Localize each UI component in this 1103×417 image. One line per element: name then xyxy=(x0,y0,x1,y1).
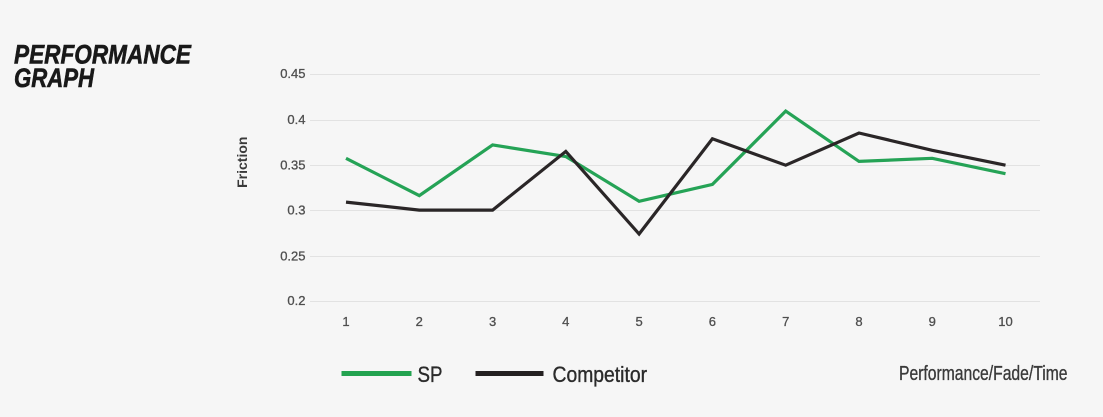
svg-text:0.35: 0.35 xyxy=(280,157,305,172)
svg-text:2: 2 xyxy=(416,314,423,329)
svg-text:Friction: Friction xyxy=(234,137,250,188)
svg-text:Competitor: Competitor xyxy=(553,362,648,387)
svg-text:9: 9 xyxy=(929,314,936,329)
svg-text:SP: SP xyxy=(418,362,443,387)
svg-text:0.25: 0.25 xyxy=(280,248,305,263)
svg-text:8: 8 xyxy=(855,314,862,329)
svg-text:0.4: 0.4 xyxy=(287,112,305,127)
svg-text:1: 1 xyxy=(342,314,349,329)
svg-text:7: 7 xyxy=(782,314,789,329)
svg-text:Performance/Fade/Time: Performance/Fade/Time xyxy=(899,363,1068,385)
svg-text:0.3: 0.3 xyxy=(287,202,305,217)
svg-text:3: 3 xyxy=(489,314,496,329)
svg-text:0.45: 0.45 xyxy=(280,66,305,81)
svg-text:0.2: 0.2 xyxy=(287,293,305,308)
svg-text:10: 10 xyxy=(998,314,1012,329)
svg-text:PERFORMANCE: PERFORMANCE xyxy=(14,40,192,70)
svg-text:5: 5 xyxy=(635,314,642,329)
svg-text:4: 4 xyxy=(562,314,569,329)
svg-text:GRAPH: GRAPH xyxy=(14,63,94,93)
svg-text:6: 6 xyxy=(709,314,716,329)
